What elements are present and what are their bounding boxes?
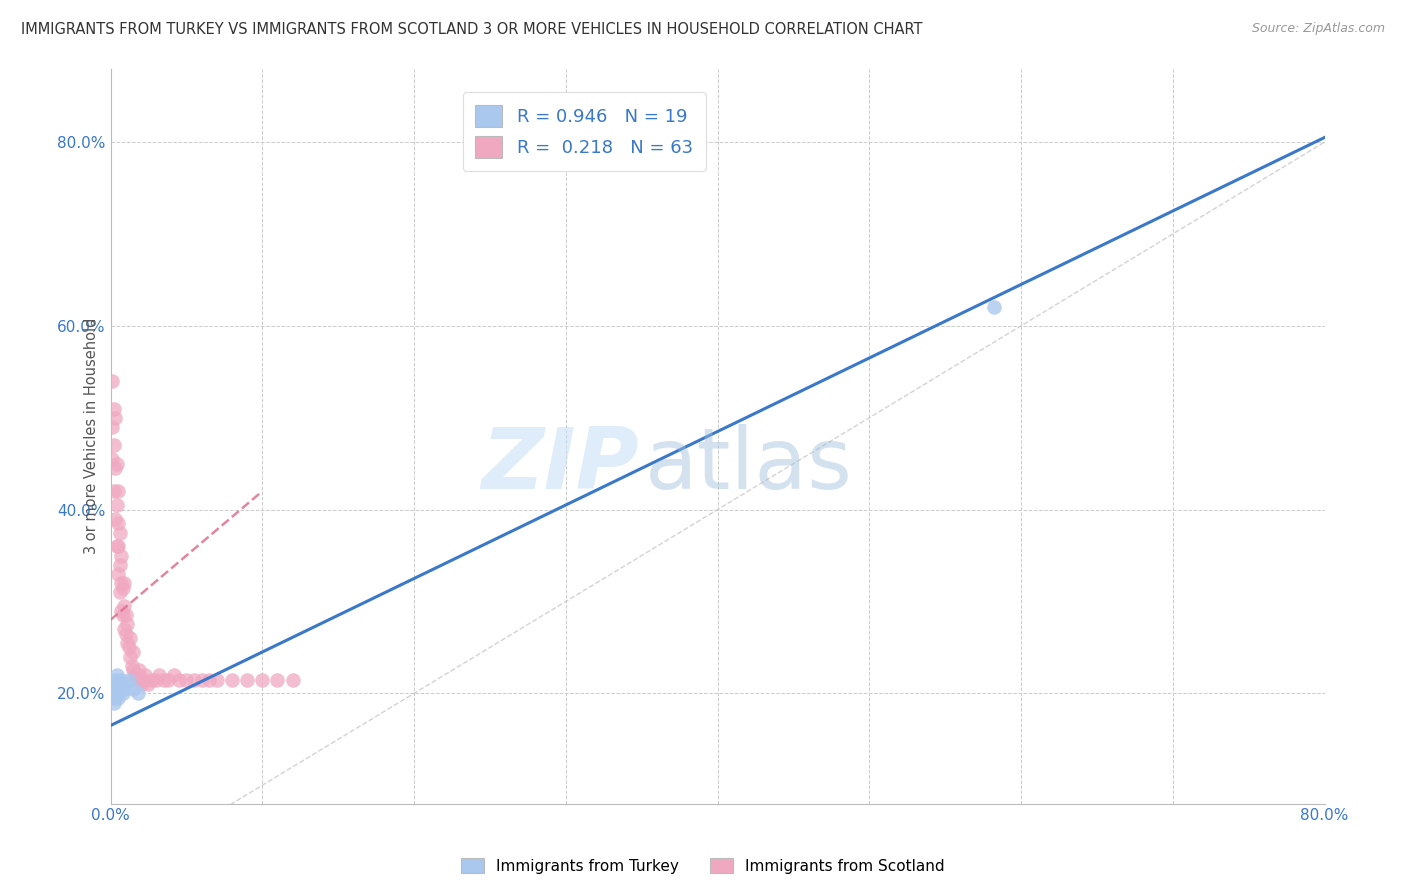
Point bbox=[121, 658, 143, 673]
Point bbox=[129, 673, 152, 687]
Point bbox=[105, 686, 128, 700]
Point bbox=[114, 608, 136, 623]
Point bbox=[122, 681, 145, 696]
Point bbox=[107, 566, 129, 581]
Point bbox=[111, 686, 134, 700]
Point bbox=[141, 673, 163, 687]
Point bbox=[157, 673, 180, 687]
Point bbox=[104, 410, 127, 425]
Point bbox=[103, 696, 125, 710]
Point bbox=[983, 300, 1005, 314]
Point bbox=[105, 457, 128, 471]
Point bbox=[115, 617, 138, 632]
Point bbox=[108, 585, 131, 599]
Point bbox=[118, 673, 141, 687]
Point bbox=[112, 599, 135, 613]
Point bbox=[127, 668, 149, 682]
Point bbox=[122, 664, 145, 678]
Point bbox=[281, 673, 304, 687]
Point bbox=[152, 673, 174, 687]
Point bbox=[111, 608, 134, 623]
Point bbox=[120, 649, 142, 664]
Point bbox=[122, 645, 145, 659]
Point bbox=[167, 673, 190, 687]
Point bbox=[198, 673, 221, 687]
Point bbox=[110, 673, 132, 687]
Text: ZIP: ZIP bbox=[481, 424, 638, 507]
Point bbox=[148, 668, 170, 682]
Y-axis label: 3 or more Vehicles in Household: 3 or more Vehicles in Household bbox=[84, 318, 100, 554]
Point bbox=[107, 690, 129, 705]
Point bbox=[108, 525, 131, 540]
Point bbox=[110, 604, 132, 618]
Point bbox=[176, 673, 198, 687]
Point bbox=[132, 673, 155, 687]
Point bbox=[110, 549, 132, 563]
Point bbox=[107, 516, 129, 531]
Point bbox=[108, 681, 131, 696]
Point bbox=[252, 673, 274, 687]
Point bbox=[125, 673, 148, 687]
Point bbox=[114, 626, 136, 640]
Point bbox=[112, 622, 135, 636]
Text: IMMIGRANTS FROM TURKEY VS IMMIGRANTS FROM SCOTLAND 3 OR MORE VEHICLES IN HOUSEHO: IMMIGRANTS FROM TURKEY VS IMMIGRANTS FRO… bbox=[21, 22, 922, 37]
Legend: R = 0.946   N = 19, R =  0.218   N = 63: R = 0.946 N = 19, R = 0.218 N = 63 bbox=[463, 92, 706, 170]
Point bbox=[112, 681, 135, 696]
Point bbox=[236, 673, 259, 687]
Point bbox=[114, 677, 136, 691]
Point bbox=[103, 401, 125, 416]
Point bbox=[128, 664, 150, 678]
Point bbox=[104, 512, 127, 526]
Point bbox=[105, 668, 128, 682]
Point bbox=[183, 673, 205, 687]
Point bbox=[101, 374, 124, 388]
Point bbox=[221, 673, 243, 687]
Point bbox=[104, 461, 127, 475]
Point bbox=[145, 673, 167, 687]
Point bbox=[101, 452, 124, 467]
Legend: Immigrants from Turkey, Immigrants from Scotland: Immigrants from Turkey, Immigrants from … bbox=[456, 852, 950, 880]
Point bbox=[163, 668, 186, 682]
Point bbox=[107, 484, 129, 499]
Point bbox=[110, 576, 132, 591]
Text: Source: ZipAtlas.com: Source: ZipAtlas.com bbox=[1251, 22, 1385, 36]
Point bbox=[118, 640, 141, 655]
Point bbox=[266, 673, 288, 687]
Point bbox=[101, 690, 124, 705]
Point bbox=[134, 668, 156, 682]
Point bbox=[131, 677, 153, 691]
Point bbox=[205, 673, 228, 687]
Point bbox=[190, 673, 212, 687]
Point bbox=[107, 539, 129, 553]
Point bbox=[112, 576, 135, 591]
Point bbox=[104, 673, 127, 687]
Point bbox=[105, 498, 128, 512]
Point bbox=[120, 631, 142, 645]
Point bbox=[111, 581, 134, 595]
Point bbox=[127, 686, 149, 700]
Point bbox=[115, 636, 138, 650]
Point bbox=[101, 420, 124, 434]
Point bbox=[104, 690, 127, 705]
Point bbox=[103, 438, 125, 452]
Point bbox=[107, 677, 129, 691]
Text: atlas: atlas bbox=[645, 424, 853, 507]
Point bbox=[103, 484, 125, 499]
Point bbox=[105, 539, 128, 553]
Point bbox=[108, 558, 131, 572]
Point bbox=[103, 677, 125, 691]
Point bbox=[138, 677, 160, 691]
Point bbox=[101, 681, 124, 696]
Point bbox=[124, 668, 146, 682]
